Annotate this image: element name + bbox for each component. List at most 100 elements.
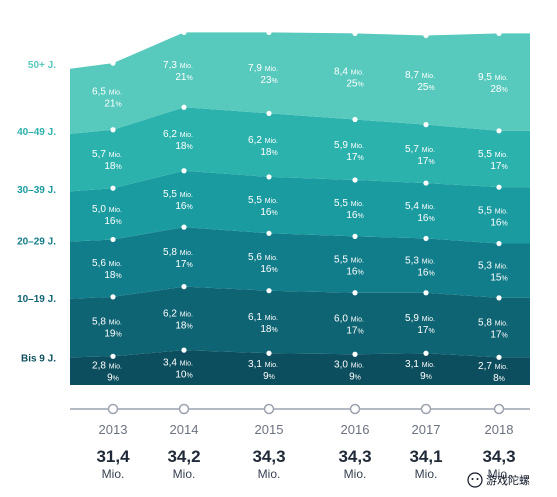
year-label: 2014 xyxy=(170,422,199,437)
total-unit: Mio. xyxy=(102,467,125,481)
percent-sign: % xyxy=(501,333,507,340)
boundary-point xyxy=(181,224,187,230)
value-unit: Mio. xyxy=(351,258,364,265)
x-axis: 2013 2014 2015 2016 2017 2018 xyxy=(70,403,530,437)
x-axis-tick xyxy=(178,403,190,415)
value-label: 5,6 Mio. xyxy=(248,252,278,263)
value-label: 8,4 Mio. xyxy=(334,66,364,77)
value-label: 5,5 Mio. xyxy=(478,149,508,160)
percent-label: 16% xyxy=(346,267,363,278)
value-label: 6,2 Mio. xyxy=(163,129,193,140)
value-label: 2,8 Mio. xyxy=(92,361,122,372)
boundary-point xyxy=(266,288,272,294)
value-unit: Mio. xyxy=(109,364,122,371)
value-unit: Mio. xyxy=(495,208,508,215)
boundary-point xyxy=(266,230,272,236)
percent-label: 9% xyxy=(420,371,432,382)
year-label: 2016 xyxy=(341,422,370,437)
wechat-icon xyxy=(467,472,483,488)
value-unit: Mio. xyxy=(351,363,364,370)
boundary-point xyxy=(352,290,358,296)
percent-label: 16% xyxy=(175,201,192,212)
boundary-point xyxy=(352,116,358,123)
year-label: 2018 xyxy=(485,422,514,437)
value-unit: Mio. xyxy=(180,132,193,139)
percent-label: 23% xyxy=(260,75,277,86)
percent-label: 16% xyxy=(417,268,434,279)
boundary-point xyxy=(110,127,116,133)
percent-sign: % xyxy=(357,329,363,336)
percent-sign: % xyxy=(357,213,363,220)
percent-label: 17% xyxy=(175,259,192,270)
total-unit: Mio. xyxy=(258,467,281,481)
percent-label: 17% xyxy=(490,161,507,172)
percent-label: 25% xyxy=(346,78,363,89)
area-1 xyxy=(70,286,530,358)
wechat-icon-dot xyxy=(471,478,474,480)
percent-sign: % xyxy=(115,332,121,339)
boundary-point xyxy=(352,351,358,357)
percent-label: 9% xyxy=(349,372,361,383)
value-unit: Mio. xyxy=(265,315,278,322)
boundary-point xyxy=(423,180,429,186)
value-label: 5,9 Mio. xyxy=(405,313,435,324)
value-unit: Mio. xyxy=(495,364,508,371)
percent-sign: % xyxy=(115,164,121,171)
value-unit: Mio. xyxy=(422,362,435,369)
value-label: 5,9 Mio. xyxy=(334,140,364,151)
x-axis-tick xyxy=(107,403,119,415)
percent-sign: % xyxy=(428,328,434,335)
value-unit: Mio. xyxy=(351,201,364,208)
boundary-point xyxy=(181,284,187,290)
percent-label: 9% xyxy=(107,373,119,384)
value-label: 9,5 Mio. xyxy=(478,72,508,83)
boundary-point xyxy=(496,128,502,134)
percent-label: 17% xyxy=(417,325,434,336)
age-label: 40–49 J. xyxy=(17,127,56,138)
boundary-point xyxy=(110,294,116,300)
value-label: 7,9 Mio. xyxy=(248,63,278,74)
value-unit: Mio. xyxy=(109,261,122,268)
percent-label: 17% xyxy=(417,156,434,167)
area-0 xyxy=(70,350,530,385)
value-labels: 2,8 Mio.9%3,4 Mio.10%3,1 Mio.9%3,0 Mio.9… xyxy=(92,60,508,384)
value-unit: Mio. xyxy=(109,207,122,214)
value-unit: Mio. xyxy=(109,320,122,327)
boundary-points xyxy=(110,29,502,360)
value-label: 5,6 Mio. xyxy=(92,258,122,269)
year-totals: 31,4Mio.34,2Mio.34,3Mio.34,3Mio.34,1Mio.… xyxy=(96,447,515,481)
boundary-point xyxy=(423,350,429,356)
value-label: 5,7 Mio. xyxy=(405,144,435,155)
percent-sign: % xyxy=(269,374,275,381)
wechat-icon-dot xyxy=(476,478,479,480)
total-value: 31,4 xyxy=(96,447,130,466)
percent-sign: % xyxy=(428,159,434,166)
percent-label: 16% xyxy=(260,207,277,218)
percent-sign: % xyxy=(428,216,434,223)
boundary-point xyxy=(181,168,187,174)
total-unit: Mio. xyxy=(488,467,511,481)
value-label: 5,7 Mio. xyxy=(92,149,122,160)
value-label: 5,5 Mio. xyxy=(163,189,193,200)
percent-label: 17% xyxy=(346,152,363,163)
percent-sign: % xyxy=(428,271,434,278)
age-label: 50+ J. xyxy=(28,60,56,71)
percent-label: 18% xyxy=(175,320,192,331)
percent-label: 18% xyxy=(104,161,121,172)
boundary-point xyxy=(423,32,429,39)
percent-sign: % xyxy=(428,85,434,92)
percent-label: 18% xyxy=(175,141,192,152)
boundary-point xyxy=(181,104,187,110)
age-label: 30–39 J. xyxy=(17,185,56,196)
total-unit: Mio. xyxy=(173,467,196,481)
value-label: 5,8 Mio. xyxy=(478,318,508,329)
value-label: 8,7 Mio. xyxy=(405,70,435,81)
boundary-point xyxy=(110,60,116,66)
percent-label: 18% xyxy=(260,324,277,335)
percent-label: 15% xyxy=(490,273,507,284)
percent-sign: % xyxy=(115,219,121,226)
value-label: 6,0 Mio. xyxy=(334,314,364,325)
percent-sign: % xyxy=(355,375,361,382)
percent-label: 9% xyxy=(263,371,275,382)
value-unit: Mio. xyxy=(180,63,193,70)
